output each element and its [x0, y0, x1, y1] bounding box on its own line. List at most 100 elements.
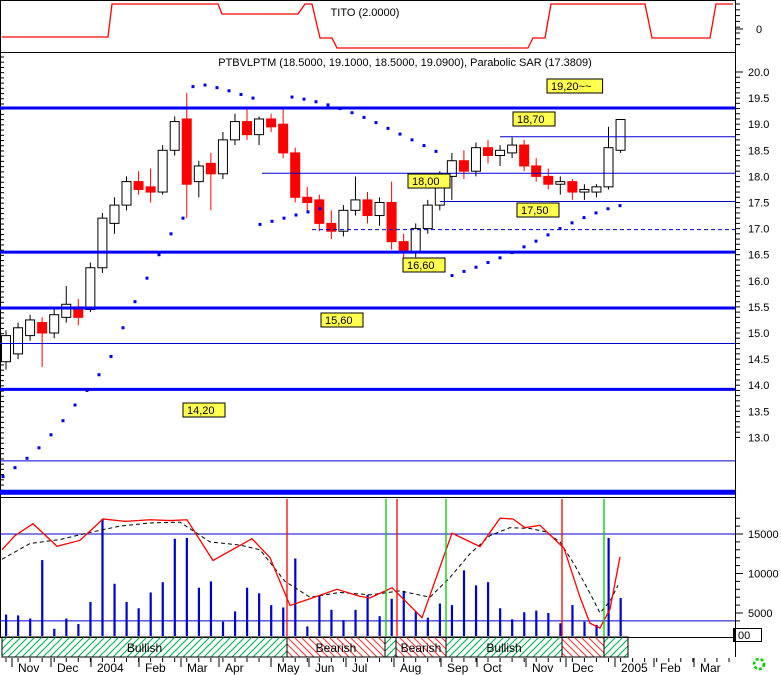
date-axis: Nov Dec 2004 Feb Mar Apr May Jun Jul Aug Sep Oct Nov…: [5, 658, 730, 675]
candle-body: [483, 147, 493, 157]
sar-dot: [145, 276, 149, 280]
volume-bar: [535, 610, 538, 636]
indicator-pane-title: TITO (2.0000): [331, 7, 400, 19]
sar-dot: [434, 149, 438, 153]
candle-body: [97, 217, 108, 269]
sar-dot: [474, 265, 478, 269]
candle-body: [1, 335, 11, 363]
date-label: Apr: [225, 661, 244, 675]
price-annotation-box[interactable]: [407, 173, 451, 189]
volume-bar: [270, 605, 273, 636]
volume-bar: [5, 614, 8, 636]
sar-dot: [570, 221, 574, 225]
pane-frames: [0, 0, 736, 638]
sar-dot: [606, 207, 610, 211]
sar-dot: [85, 388, 89, 392]
volume-bar: [65, 618, 68, 636]
indicator-axis-zero-label: 0: [756, 24, 762, 36]
volume-bar: [77, 624, 80, 636]
sar-dot: [582, 216, 586, 220]
volume-bar: [185, 537, 188, 636]
sar-dot: [326, 103, 330, 107]
price-tick-label: 15.5: [748, 302, 769, 314]
candle-body: [37, 322, 48, 334]
volume-bar: [17, 615, 20, 636]
sar-dot: [386, 126, 390, 130]
sar-dot: [294, 213, 298, 217]
corner-percent-text: 00: [738, 630, 750, 642]
trend-band-label: Bearish: [316, 641, 357, 655]
price-annotation-box[interactable]: [512, 111, 556, 127]
candle-body: [591, 186, 602, 193]
candle-body: [567, 181, 578, 193]
sar-dot: [450, 274, 454, 278]
candle-body: [446, 160, 457, 177]
price-tick-label: 17.5: [748, 198, 769, 210]
volume-bar: [547, 613, 550, 636]
candle-body: [290, 152, 301, 198]
sar-dot: [302, 97, 306, 101]
sar-dot: [37, 446, 41, 450]
volume-bar: [125, 601, 128, 636]
price-tick-label: 18.5: [748, 145, 769, 157]
sar-dot: [25, 456, 29, 460]
sar-dot: [157, 253, 161, 257]
candle-body: [470, 147, 481, 172]
volume-bar: [197, 587, 200, 636]
candle-body: [458, 160, 469, 172]
price-tick-label: 16.5: [748, 250, 769, 262]
volume-bar: [149, 592, 152, 636]
volume-bar: [294, 558, 297, 636]
price-tick-label: 14.0: [748, 380, 769, 392]
sar-dot: [191, 85, 195, 89]
price-annotation-box[interactable]: [516, 202, 560, 218]
volume-bar: [137, 608, 140, 636]
sar-dot: [227, 89, 231, 93]
date-label: Nov: [18, 661, 39, 675]
volume-bar: [595, 624, 598, 636]
sar-dot: [73, 403, 77, 407]
date-label: May: [277, 661, 300, 675]
volume-bar: [462, 570, 466, 636]
date-label: Mar: [187, 661, 208, 675]
sar-dot: [181, 216, 185, 220]
price-annotation-box[interactable]: [546, 78, 604, 94]
volume-ma-red-line: [1, 517, 621, 629]
price-annotation-box[interactable]: [320, 312, 364, 328]
price-annotation-text: 18,00: [412, 176, 440, 188]
volume-bar: [173, 538, 176, 636]
volume-bar: [354, 609, 357, 636]
date-label: Sep: [447, 661, 469, 675]
date-label: Oct: [483, 661, 502, 675]
sar-dot: [314, 100, 318, 104]
sar-dot: [374, 121, 378, 125]
candle-body: [338, 209, 349, 232]
candle-body: [85, 267, 96, 311]
volume-tick-label: 5000: [748, 608, 772, 620]
date-label: Aug: [400, 661, 421, 675]
price-pane-title: PTBVLPTM (18.5000, 19.1000, 18.5000, 19.…: [218, 57, 592, 69]
price-annotation-text: 15,60: [325, 315, 353, 327]
candle-body: [242, 121, 252, 136]
trend-band-label: Bullish: [127, 641, 162, 655]
trend-band-bearish: [561, 636, 605, 658]
price-annotation-text: 18,70: [517, 114, 545, 126]
price-annotation-text: 19,20~~: [551, 81, 591, 93]
volume-bar: [258, 593, 261, 636]
date-label: 2005: [621, 661, 648, 675]
price-annotation-labels: 19,20~~ 18,70 18,00 17,50 16,60 15,60 14,20: [182, 78, 604, 418]
indicator-step-line: [2, 3, 733, 49]
status-ring-icon: [752, 657, 766, 671]
candle-body: [193, 165, 204, 183]
price-annotation-box[interactable]: [182, 402, 226, 418]
price-annotation-box[interactable]: [402, 257, 446, 273]
candle-body: [254, 118, 265, 136]
sar-dot: [49, 433, 53, 437]
sar-dot: [258, 222, 262, 226]
volume-bar: [366, 594, 369, 636]
volume-bar: [113, 583, 116, 636]
volume-bar: [246, 587, 249, 636]
candle-body: [229, 121, 240, 141]
